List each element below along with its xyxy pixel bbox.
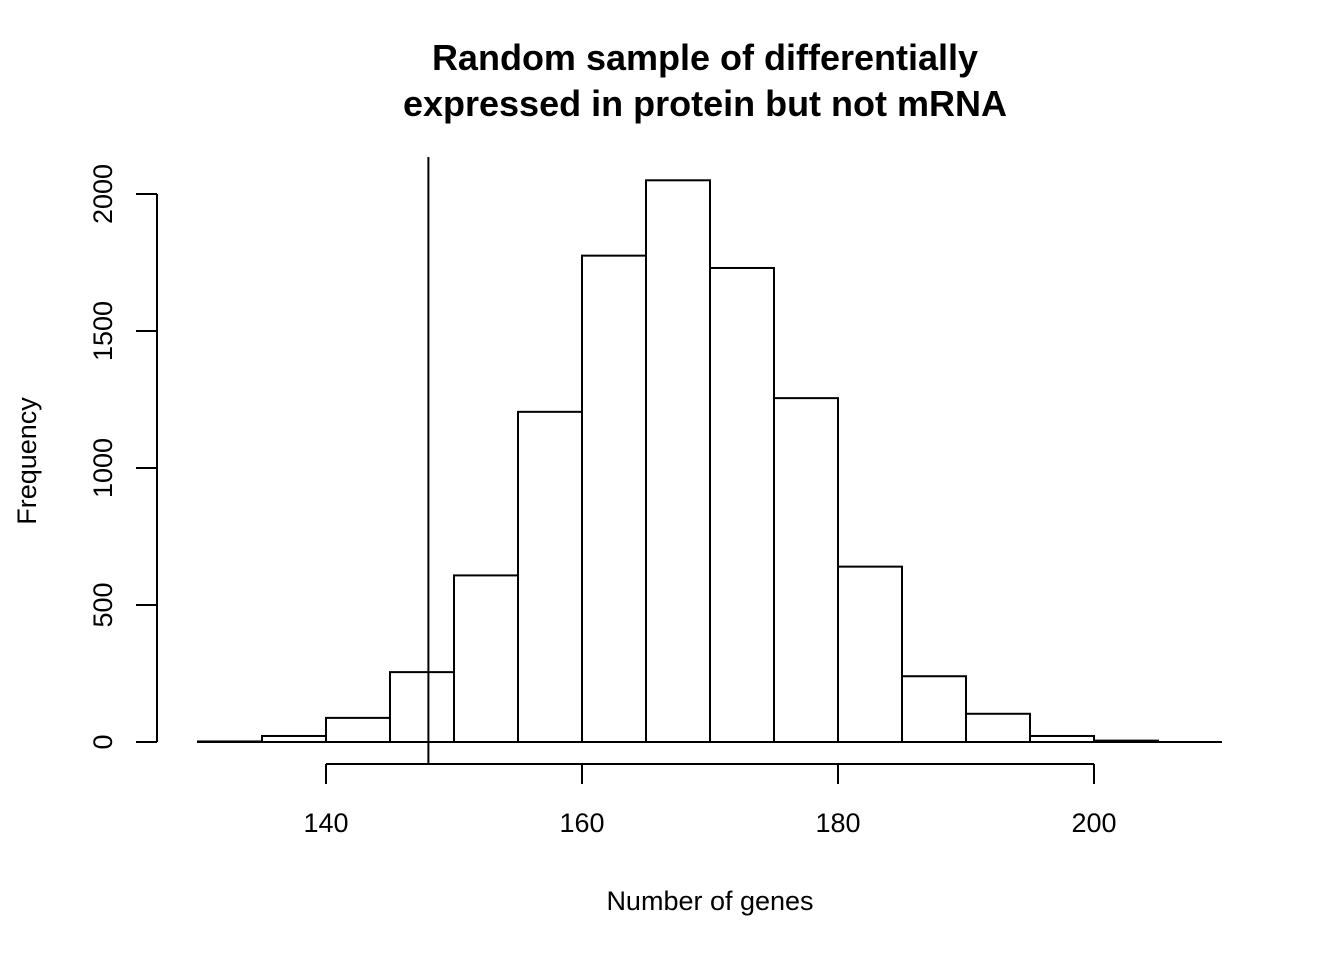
x-tick-label: 140 xyxy=(303,808,348,838)
histogram-bar xyxy=(581,254,647,743)
histogram-bar xyxy=(901,675,967,743)
histogram-bar xyxy=(1093,739,1159,744)
histogram-bar xyxy=(517,410,583,743)
y-tick-label: 2000 xyxy=(88,164,118,224)
histogram-bar xyxy=(197,740,263,744)
x-tick-label: 180 xyxy=(815,808,860,838)
histogram-bar xyxy=(1029,734,1095,743)
histogram-bar xyxy=(645,179,711,744)
histogram-bar xyxy=(261,734,327,743)
y-tick-label: 500 xyxy=(88,582,118,627)
y-tick-label: 1000 xyxy=(88,438,118,498)
histogram-bar xyxy=(389,671,455,744)
y-axis: 0 500 1000 1500 2000 xyxy=(88,164,158,750)
histogram-bar xyxy=(965,712,1031,744)
x-axis-label: Number of genes xyxy=(606,886,813,916)
y-tick-label: 0 xyxy=(88,734,118,749)
histogram-bar xyxy=(773,397,839,743)
x-tick-label: 160 xyxy=(559,808,604,838)
histogram-bar xyxy=(709,266,775,743)
x-axis: 140 160 180 200 xyxy=(303,763,1117,838)
bars-group xyxy=(197,157,1222,764)
y-axis-label: Frequency xyxy=(12,397,42,525)
chart-title-line-2: expressed in protein but not mRNA xyxy=(403,83,1007,124)
histogram-bar xyxy=(453,574,519,744)
y-tick-label: 1500 xyxy=(88,301,118,361)
histogram-bar xyxy=(837,565,903,744)
histogram-bar xyxy=(325,716,391,743)
x-tick-label: 200 xyxy=(1071,808,1116,838)
chart-title-line-1: Random sample of differentially xyxy=(432,37,978,78)
